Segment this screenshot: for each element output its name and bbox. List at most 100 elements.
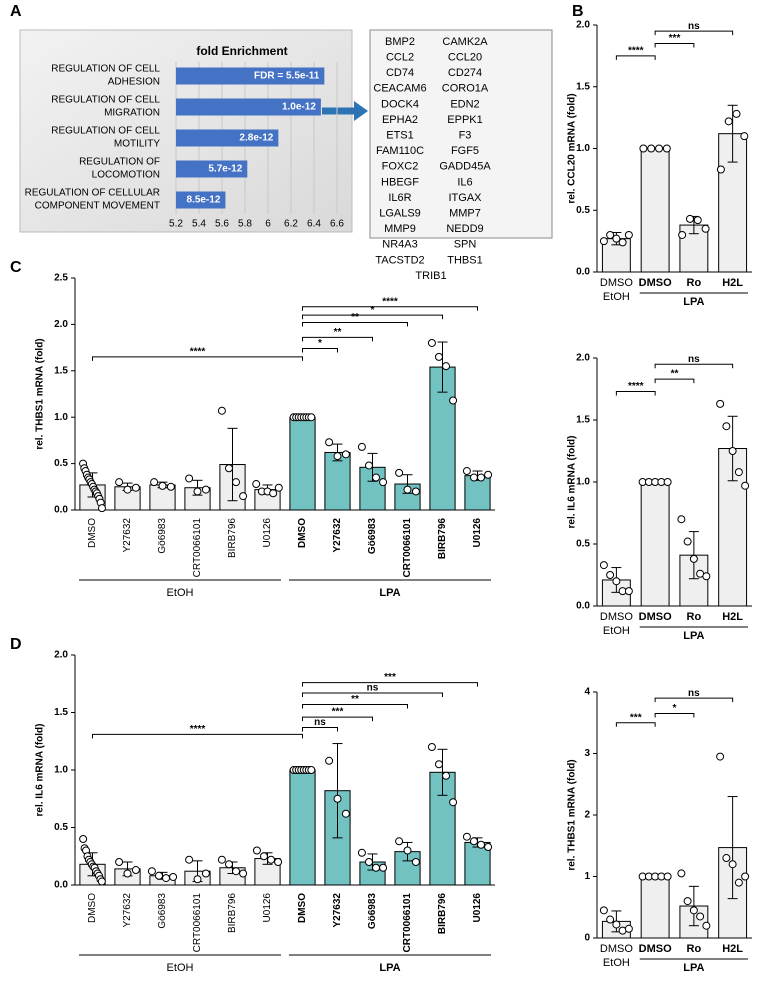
category-label: COMPONENT MOVEMENT [35,201,160,212]
gene-name: NEDD9 [446,223,483,235]
group-label: EtOH [603,957,630,969]
data-point [217,406,226,415]
gene-name: ETS1 [386,130,414,142]
category-label: Y27632 [122,893,133,928]
data-point [741,481,750,490]
category-label: CRT0066101 [192,893,203,953]
data-point [462,467,471,476]
y-tick-label: 0.0 [54,880,68,891]
y-tick-label: 2.0 [576,353,590,364]
data-point [741,872,750,881]
gene-name: FGF5 [451,145,479,157]
gene-box [369,29,553,239]
group-label: LPA [379,587,400,599]
data-point [722,854,731,863]
data-point [683,537,692,546]
category-label: CRT0066101 [402,893,413,953]
significance-label: ** [334,327,342,338]
gene-name: EDN2 [450,98,479,110]
category-label: Ro [687,943,702,955]
data-point [115,858,124,866]
data-point [162,874,171,883]
data-point [689,554,698,563]
bar [176,160,248,178]
data-point [599,906,608,915]
data-point [239,869,248,878]
x-tick-label: 6.4 [307,219,321,230]
bar [289,416,316,511]
category-label: U0126 [472,893,483,923]
data-point [123,869,132,878]
data-point [678,230,687,239]
significance-label: ** [351,312,359,323]
group-label: LPA [683,630,704,642]
data-point [612,920,621,929]
category-label: H2L [722,611,743,623]
y-tick-label: 0.5 [54,458,68,469]
data-point [357,442,366,451]
data-point [647,144,656,153]
data-point [716,752,725,761]
bar [176,191,226,209]
data-point [131,866,140,875]
bar [176,129,279,147]
significance-label: **** [628,46,644,57]
category-label: BIRB796 [437,518,448,560]
y-tick-label: 1 [584,871,590,882]
gene-name: EPHA2 [382,114,418,126]
data-point [724,117,733,126]
panel-label: A [10,3,22,20]
data-point [274,858,283,866]
data-point [612,234,621,243]
gene-name: LGALS9 [379,208,421,220]
significance-bracket [302,306,478,311]
data-point [364,461,373,470]
significance-bracket [302,336,373,342]
data-point [341,450,350,459]
group-label: LPA [683,296,704,308]
significance-label: *** [669,33,681,44]
y-tick-label: 0.5 [54,822,68,833]
data-point [662,144,671,153]
data-point [185,474,194,483]
data-point [449,396,458,405]
bar-label: FDR = 5.5e-11 [254,71,320,82]
category-label: DMSO [600,943,633,955]
x-tick-label: 6 [265,219,271,230]
category-label: Y27632 [122,518,133,553]
significance-bracket [302,682,478,687]
gene-name: FOXC2 [382,161,419,173]
category-label: DMSO [639,943,672,955]
group-label: LPA [683,962,704,974]
significance-bracket [302,703,408,709]
data-point [395,837,404,846]
significance-label: **** [628,381,644,392]
category-label: Gö6983 [367,518,378,555]
category-label: DMSO [600,277,633,289]
data-point [232,478,241,487]
data-point [734,468,743,477]
category-label: Ro [687,611,702,623]
significance-bracket [302,348,338,353]
category-label: Y27632 [332,893,343,928]
data-point [624,924,633,933]
data-point [411,858,420,866]
panel-label: B [572,3,584,20]
data-point [201,485,210,494]
category-label: H2L [722,943,743,955]
data-point [224,860,233,869]
category-label: ADHESION [108,77,160,88]
data-point [395,468,404,477]
significance-bracket [654,378,695,384]
significance-label: * [371,305,375,316]
y-tick-label: 1.0 [576,477,590,488]
significance-bracket [302,322,408,327]
category-label: U0126 [472,518,483,548]
data-point [97,504,106,513]
category-label: Y27632 [332,518,343,553]
data-point [224,464,233,473]
data-point [663,872,672,881]
category-label: BIRB796 [227,893,238,933]
data-point [379,478,388,487]
bar-label: 8.5e-12 [187,195,221,206]
